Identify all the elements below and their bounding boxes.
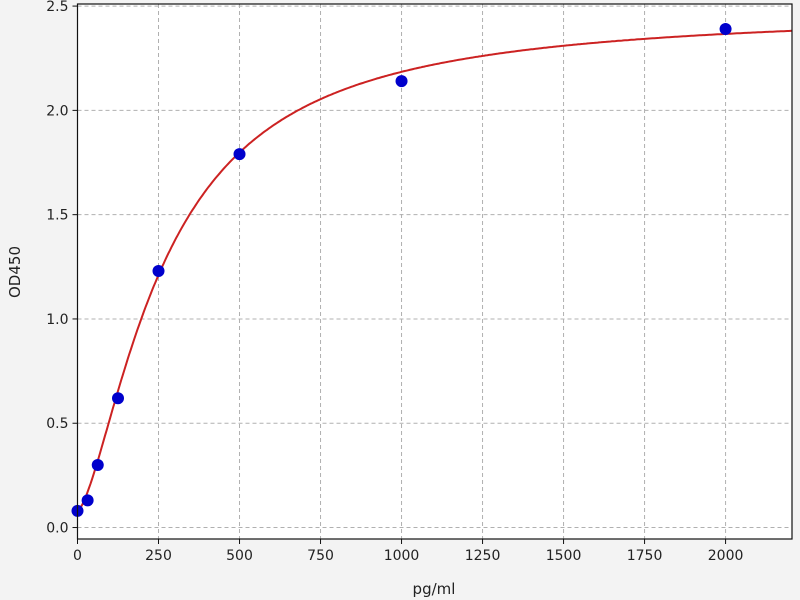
y-tick-label: 2.0 [46, 103, 68, 119]
data-point [719, 23, 732, 36]
x-tick-label: 250 [145, 548, 172, 564]
x-tick-label: 1500 [546, 548, 582, 564]
x-tick-label: 750 [307, 548, 334, 564]
x-tick-label: 0 [73, 548, 82, 564]
plot-frame [76, 3, 793, 540]
y-tick-label: 1.5 [46, 208, 68, 224]
y-tick-label: 1.0 [46, 312, 68, 328]
data-point [395, 75, 408, 88]
ticks: 0 250 500 750 1000 1250 1500 1750 2000 0.0 0.5 1.0 1… [46, 0, 743, 564]
data-points [71, 23, 732, 517]
plot-area [77, 4, 792, 539]
x-tick-label: 500 [226, 548, 253, 564]
data-point [81, 494, 94, 507]
x-tick-label: 1750 [627, 548, 663, 564]
y-tick-label: 0.0 [46, 521, 68, 537]
data-point [91, 458, 104, 471]
x-tick-label: 2000 [708, 548, 744, 564]
y-tick-label: 0.5 [46, 416, 68, 432]
fit-curve [76, 29, 793, 512]
grid [77, 4, 792, 539]
data-point [112, 392, 125, 405]
x-tick-label: 1000 [384, 548, 420, 564]
x-tick-label: 1250 [465, 548, 501, 564]
y-axis-label: OD450 [6, 246, 24, 298]
data-point [152, 264, 165, 277]
x-axis-label: pg/ml [413, 580, 456, 598]
y-tick-label: 2.5 [46, 0, 68, 15]
data-point [233, 148, 246, 161]
